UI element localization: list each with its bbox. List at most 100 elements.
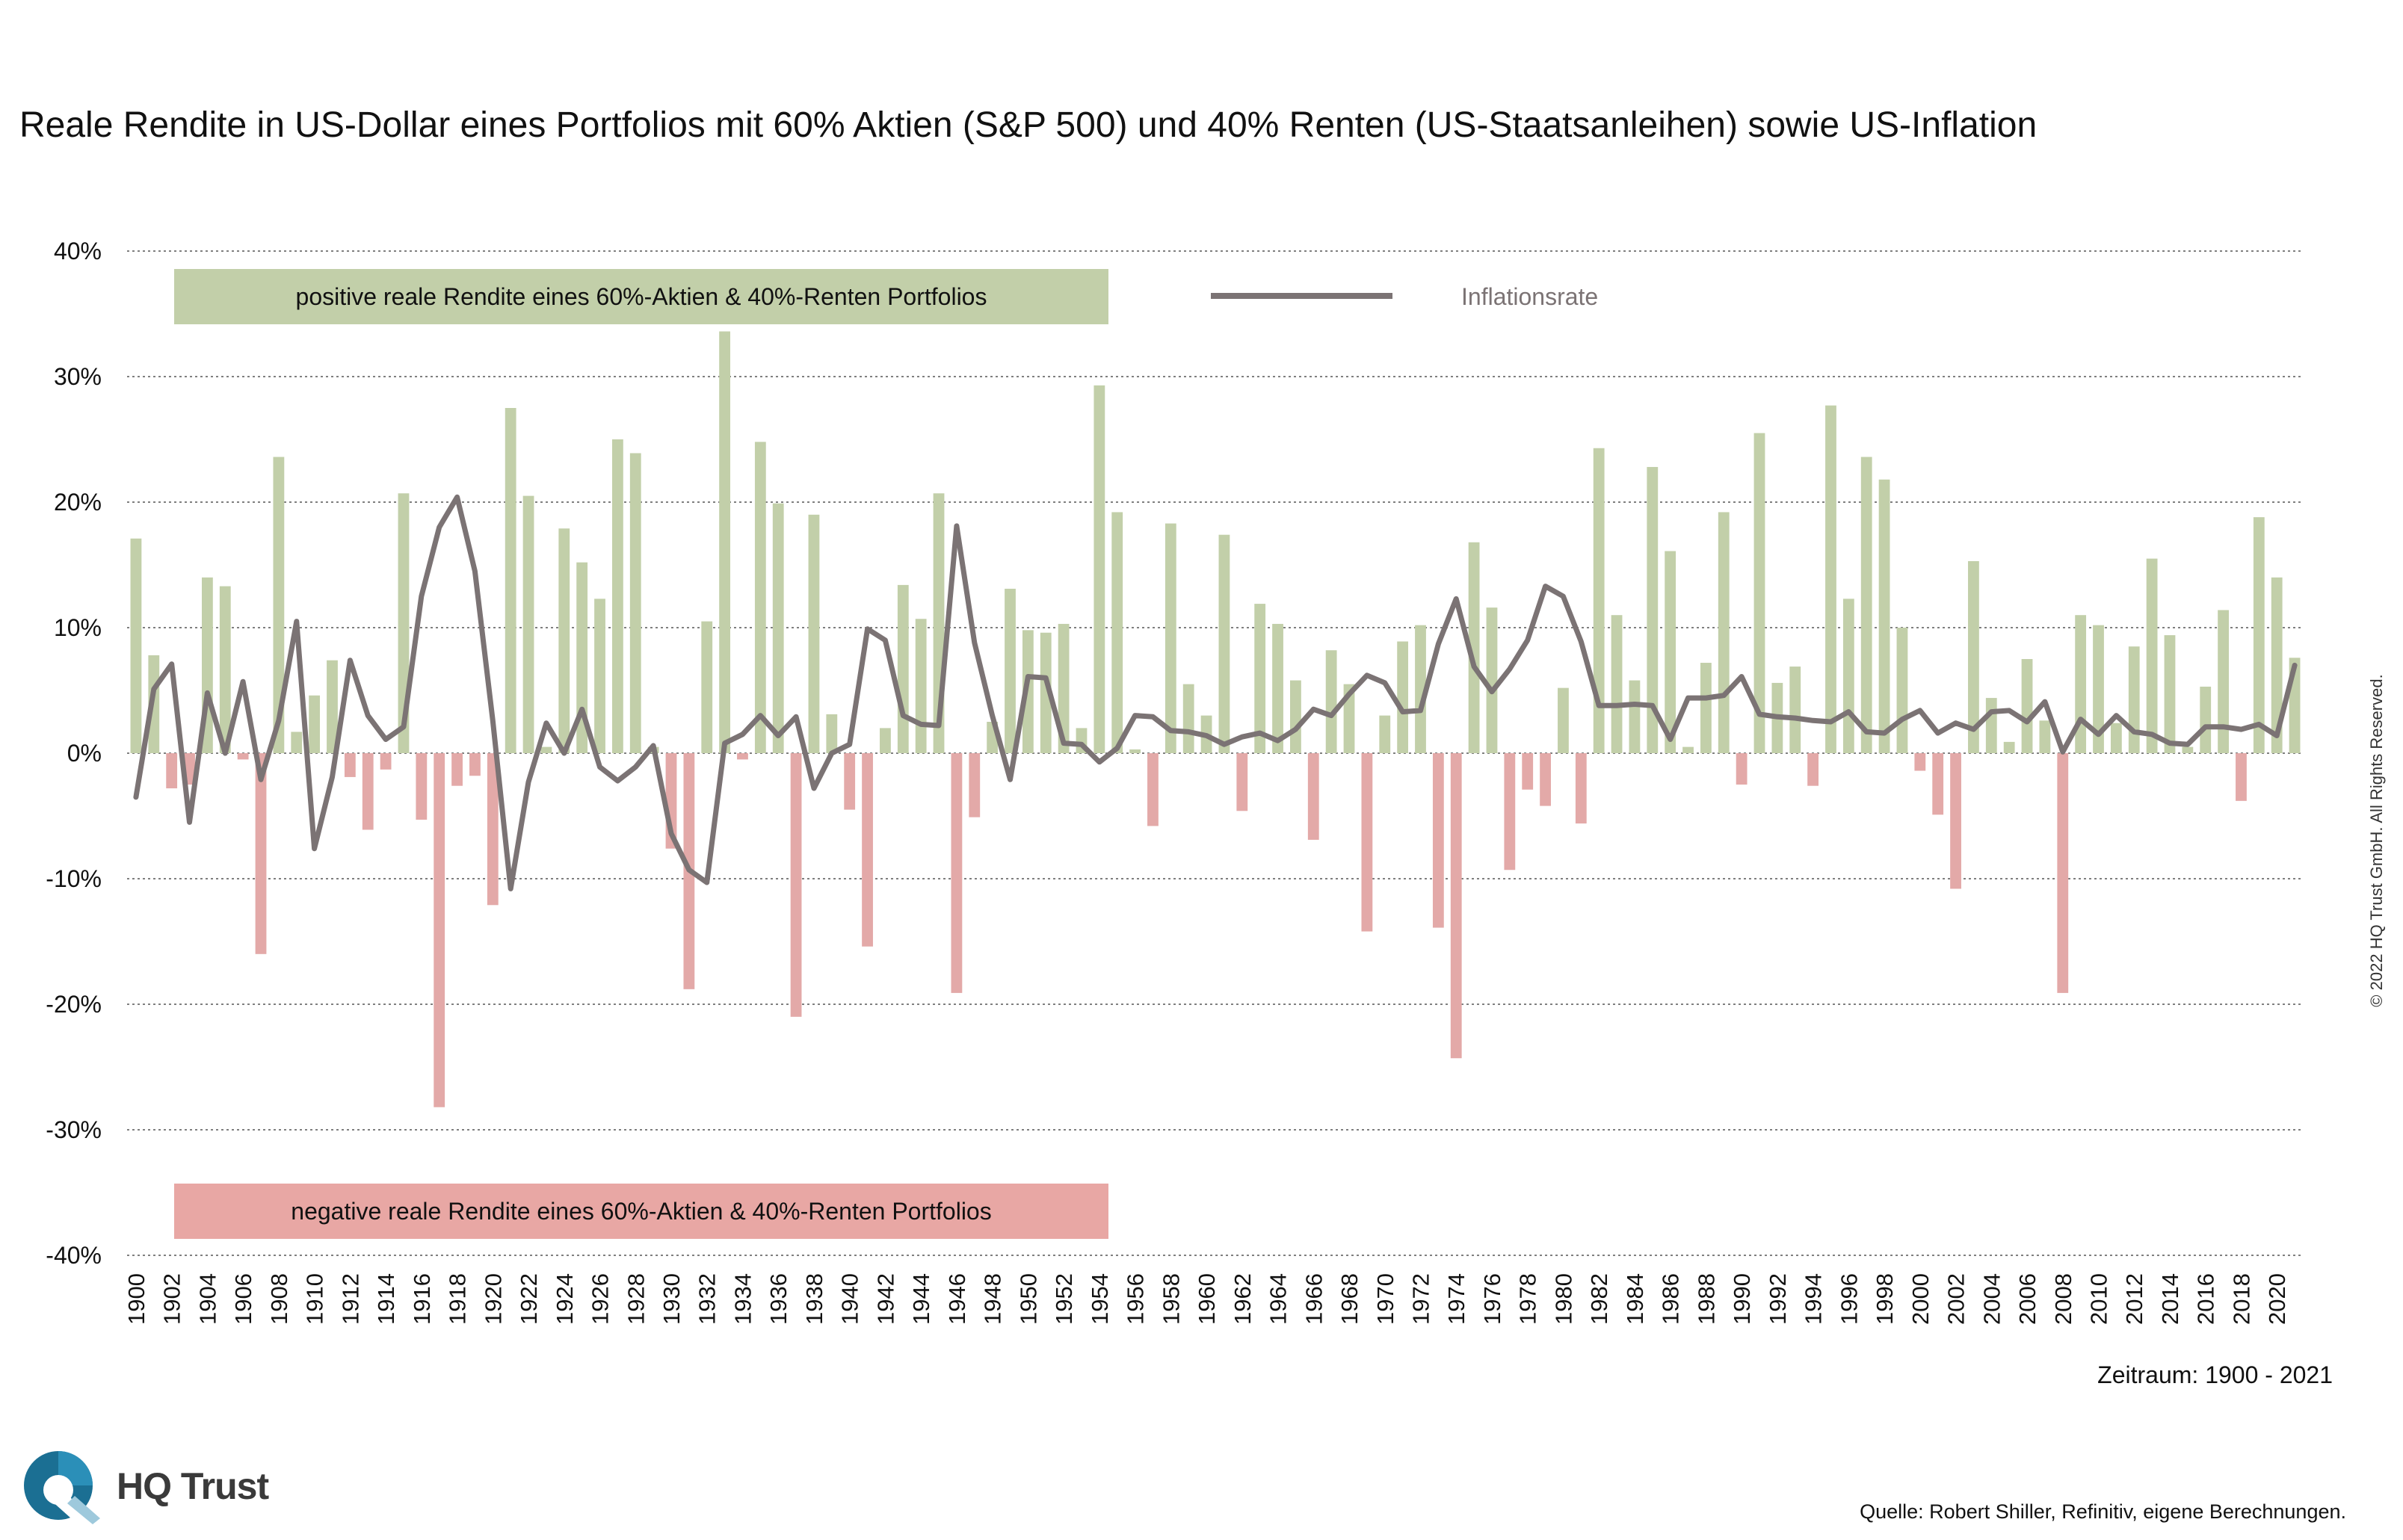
positive-return-bar (1789, 667, 1801, 753)
x-tick-label: 2014 (2157, 1273, 2183, 1325)
positive-return-bar (1218, 534, 1230, 753)
x-tick-label: 1988 (1693, 1273, 1719, 1325)
x-tick-label: 1918 (445, 1273, 471, 1325)
positive-return-bar (2110, 723, 2122, 753)
positive-return-bar (576, 562, 588, 753)
negative-return-bar (1540, 753, 1551, 806)
positive-return-bar (327, 660, 338, 753)
positive-return-bar (1558, 687, 1569, 753)
negative-return-bar (362, 753, 374, 830)
positive-return-bar (1842, 599, 1854, 753)
negative-return-bar (790, 753, 802, 1017)
positive-return-bar (1486, 607, 1498, 753)
negative-return-bar (737, 753, 748, 760)
negative-return-bar (434, 753, 445, 1107)
negative-return-bar (1450, 753, 1462, 1059)
positive-return-bar (2218, 610, 2229, 753)
positive-return-bar (1896, 628, 1908, 753)
x-tick-label: 1976 (1479, 1273, 1505, 1325)
positive-return-bar (808, 514, 820, 753)
negative-return-bar (1504, 753, 1516, 870)
positive-return-bar (558, 528, 570, 753)
x-tick-label: 1938 (801, 1273, 827, 1325)
positive-return-bar (1825, 405, 1836, 753)
x-tick-label: 1952 (1051, 1273, 1077, 1325)
positive-return-bar (1718, 512, 1730, 753)
positive-return-bar (1753, 433, 1765, 753)
x-tick-label: 2004 (1978, 1273, 2005, 1325)
negative-return-bar (1950, 753, 1961, 889)
inflation-line (133, 494, 2298, 891)
negative-return-bar (487, 753, 499, 906)
positive-return-bar (1379, 715, 1391, 753)
positive-return-bar (1682, 746, 1694, 753)
positive-return-bar (1665, 551, 1676, 753)
positive-return-bar (2253, 517, 2265, 753)
positive-return-bar (1165, 523, 1176, 753)
x-tick-label: 1950 (1015, 1273, 1041, 1325)
brand-name: HQ Trust (117, 1465, 269, 1507)
positive-return-bar (611, 439, 623, 753)
legend-inflation-label: Inflationsrate (1461, 283, 1598, 310)
x-tick-label: 1980 (1550, 1273, 1576, 1325)
positive-return-bar (273, 457, 285, 753)
positive-return-bar (1182, 684, 1194, 753)
x-tick-label: 1904 (194, 1273, 220, 1325)
negative-return-bar (166, 753, 178, 789)
x-tick-label: 1996 (1836, 1273, 1862, 1325)
positive-return-bar (1611, 615, 1623, 753)
positive-return-bar (1290, 680, 1301, 753)
positive-return-bar (1058, 623, 1070, 753)
negative-return-bar (255, 753, 267, 954)
x-tick-label: 1944 (908, 1273, 934, 1325)
negative-return-bar (2236, 753, 2247, 801)
positive-return-bar (2021, 659, 2033, 753)
brand-logo-icon (24, 1451, 100, 1524)
negative-return-bar (1361, 753, 1373, 932)
bars (130, 331, 2301, 1107)
positive-return-bar (540, 746, 552, 753)
negative-return-bar (1807, 753, 1819, 786)
negative-return-bar (1307, 753, 1319, 840)
positive-return-bar (2003, 741, 2015, 753)
x-tick-label: 1998 (1872, 1273, 1898, 1325)
negative-return-bar (1932, 753, 1944, 815)
negative-return-bar (2057, 753, 2069, 993)
source-note: Quelle: Robert Shiller, Refinitiv, eigen… (1860, 1500, 2346, 1523)
x-tick-label: 2008 (2050, 1273, 2076, 1325)
positive-return-bar (1397, 641, 1409, 753)
positive-return-bar (522, 495, 534, 753)
x-tick-label: 2010 (2086, 1273, 2112, 1325)
positive-return-bar (219, 586, 231, 753)
negative-return-bar (1236, 753, 1248, 811)
x-tick-label: 1922 (516, 1273, 542, 1325)
y-tick-label: -10% (46, 865, 102, 892)
x-tick-label: 1990 (1729, 1273, 1755, 1325)
negative-return-bar (380, 753, 392, 770)
negative-return-bar (1432, 753, 1444, 928)
positive-return-bar (1878, 479, 1890, 753)
x-tick-label: 1966 (1301, 1273, 1327, 1325)
positive-return-bar (2075, 615, 2087, 753)
positive-return-bar (772, 503, 784, 753)
positive-return-bar (1254, 604, 1266, 753)
positive-return-bar (2128, 646, 2140, 753)
legend-negative-label: negative reale Rendite eines 60%-Aktien … (291, 1198, 991, 1225)
x-tick-label: 1984 (1622, 1273, 1648, 1325)
positive-return-bar (1325, 650, 1337, 753)
y-tick-label: -20% (46, 991, 102, 1018)
y-tick-label: 10% (54, 614, 102, 641)
x-tick-label: 2002 (1943, 1273, 1969, 1325)
y-tick-label: 30% (54, 363, 102, 390)
negative-return-bar (1914, 753, 1926, 771)
positive-return-bar (1647, 466, 1659, 753)
x-tick-label: 1924 (552, 1273, 578, 1325)
positive-return-bar (2093, 625, 2104, 753)
negative-return-bar (844, 753, 856, 810)
x-tick-label: 1992 (1765, 1273, 1791, 1325)
negative-return-bar (951, 753, 963, 993)
positive-return-bar (1968, 560, 1979, 753)
x-tick-label: 1958 (1158, 1273, 1184, 1325)
y-axis-labels: 40% 30% 20% 10% 0% -10% -20% -30% -40% (46, 238, 102, 1269)
x-tick-label: 1962 (1230, 1273, 1256, 1325)
